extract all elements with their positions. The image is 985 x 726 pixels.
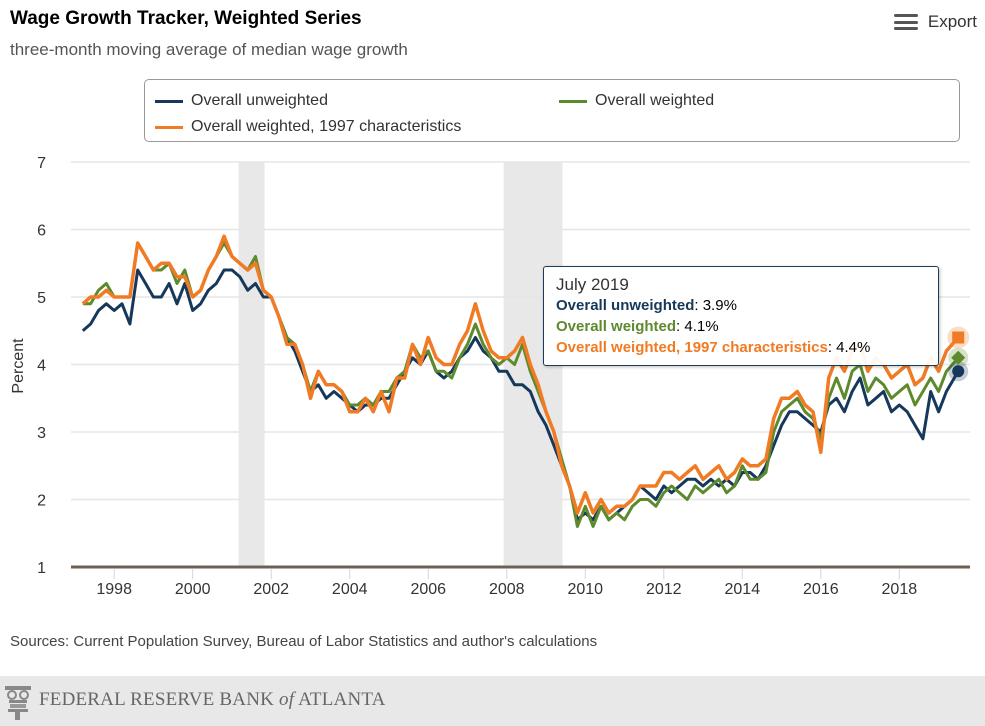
legend-swatch-weighted — [559, 99, 587, 103]
tooltip-value: 4.1% — [684, 318, 719, 335]
y-tick-label: 7 — [37, 155, 46, 172]
x-tick-label: 2014 — [725, 581, 761, 598]
tooltip-value: 3.9% — [702, 297, 737, 314]
legend-swatch-unweighted — [155, 99, 183, 103]
footer-bar: FEDERAL RESERVE BANK of ATLANTA — [0, 676, 985, 726]
legend-label: Overall weighted — [595, 92, 715, 109]
org-name-part: ATLANTA — [294, 689, 386, 710]
x-tick-label: 1998 — [96, 581, 132, 598]
legend-item-weighted-1997[interactable]: Overall weighted, 1997 characteristics — [155, 118, 461, 136]
x-tick-label: 2000 — [175, 581, 211, 598]
y-tick-label: 2 — [37, 493, 46, 510]
y-tick-label: 1 — [37, 560, 46, 577]
tooltip: July 2019 Overall unweighted: 3.9% Overa… — [543, 266, 939, 366]
legend-label: Overall weighted, 1997 characteristics — [191, 118, 462, 135]
legend-label: Overall unweighted — [191, 92, 328, 109]
tooltip-row-weighted-1997: Overall weighted, 1997 characteristics: … — [556, 339, 871, 356]
y-tick-label: 3 — [37, 425, 46, 442]
tooltip-label: Overall weighted, 1997 characteristics — [556, 339, 828, 356]
x-tick-label: 2004 — [332, 581, 368, 598]
export-button[interactable]: Export — [893, 12, 977, 32]
x-tick-label: 2006 — [410, 581, 446, 598]
chart-title: Wage Growth Tracker, Weighted Series — [10, 8, 362, 29]
y-axis-label: Percent — [10, 338, 27, 394]
y-tick-label: 6 — [37, 223, 46, 240]
export-label: Export — [927, 12, 977, 31]
hamburger-menu-icon — [893, 14, 918, 30]
org-name: FEDERAL RESERVE BANK of ATLANTA — [39, 689, 386, 711]
series-line-weighted-1997[interactable] — [81, 234, 960, 515]
data-point-weighted-1997[interactable] — [952, 331, 965, 344]
tooltip-label: Overall unweighted — [556, 297, 695, 314]
data-point-weighted[interactable] — [951, 350, 966, 365]
column-capital-logo-icon — [5, 686, 31, 720]
tooltip-value: 4.4% — [836, 339, 871, 356]
x-tick-label: 2018 — [882, 581, 918, 598]
data-point-unweighted[interactable] — [952, 365, 965, 378]
legend-swatch-weighted-1997 — [155, 125, 183, 129]
y-tick-label: 5 — [37, 290, 46, 307]
org-name-of: of — [279, 689, 295, 710]
legend-item-weighted[interactable]: Overall weighted — [559, 92, 714, 110]
org-name-part: FEDERAL RESERVE BANK — [39, 689, 280, 710]
tooltip-date: July 2019 — [556, 275, 629, 294]
tooltip-row-unweighted: Overall unweighted: 3.9% — [556, 297, 737, 314]
x-tick-label: 2016 — [803, 581, 839, 598]
x-tick-label: 2002 — [253, 581, 289, 598]
chart-legend: Overall unweighted Overall weighted Over… — [144, 79, 960, 142]
legend-item-unweighted[interactable]: Overall unweighted — [155, 92, 328, 110]
x-tick-label: 2008 — [489, 581, 525, 598]
x-tick-label: 2010 — [567, 581, 603, 598]
tooltip-label: Overall weighted — [556, 318, 677, 335]
tooltip-row-weighted: Overall weighted: 4.1% — [556, 318, 719, 335]
chart-subtitle: three-month moving average of median wag… — [10, 40, 408, 59]
series-line-unweighted[interactable] — [81, 268, 960, 522]
x-tick-label: 2012 — [646, 581, 682, 598]
sources-note: Sources: Current Population Survey, Bure… — [10, 633, 598, 650]
y-tick-label: 4 — [37, 358, 46, 375]
